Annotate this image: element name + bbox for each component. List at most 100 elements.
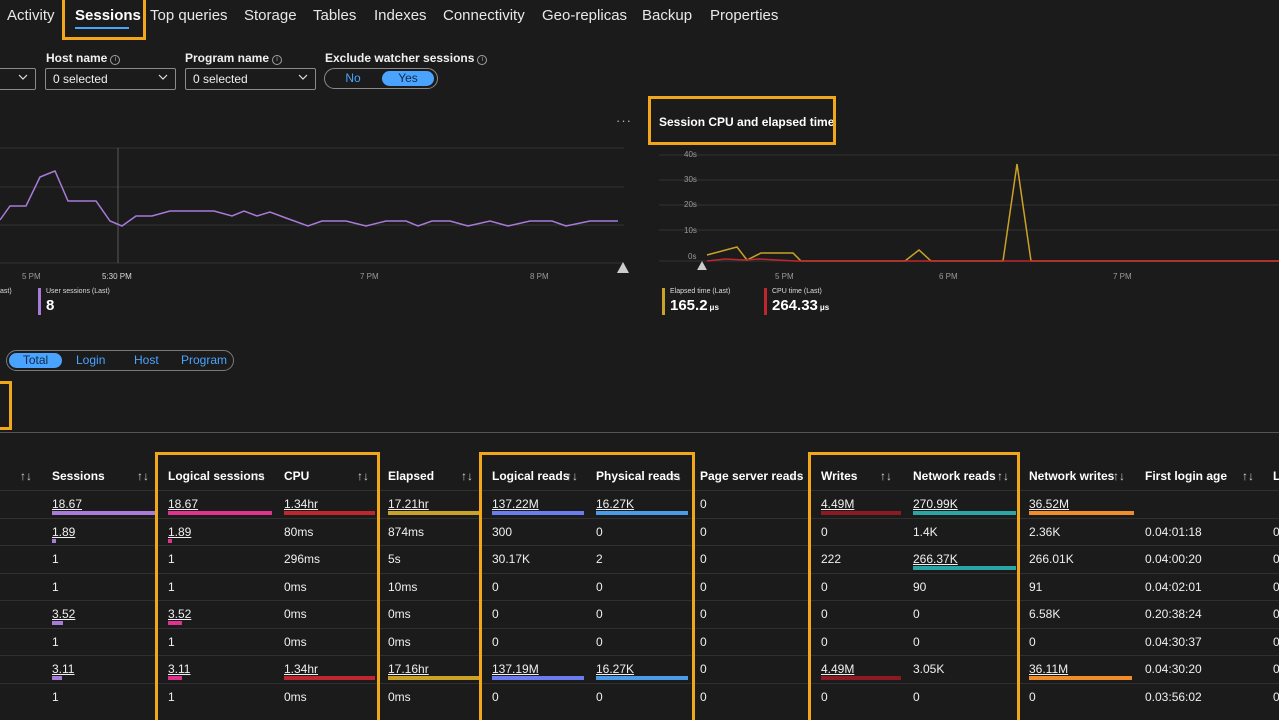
tab-tables[interactable]: Tables [313, 7, 357, 24]
table-cell-cpu: 1.34hr [284, 497, 319, 511]
sort-icon[interactable]: ↑↓ [880, 469, 892, 483]
info-icon[interactable]: i [272, 55, 283, 65]
program-name-value: 0 selected [193, 72, 248, 86]
exclude-watcher-toggle[interactable]: No Yes [324, 68, 438, 89]
table-cell-elapsed: 17.21hr [388, 497, 429, 511]
table-cell-cpu: 0ms [284, 689, 307, 704]
chart-gridlines [0, 147, 624, 264]
table-cell-network-writes: 2.36K [1029, 524, 1061, 539]
toggle-option-yes[interactable]: Yes [382, 71, 434, 86]
table-cell-logical-reads: 300 [492, 524, 513, 539]
elapsed-time-series [706, 163, 1279, 262]
range-slider-handle-icon[interactable] [617, 262, 629, 273]
column-header-physical-reads[interactable]: Physical reads [596, 469, 681, 483]
tab-top-queries[interactable]: Top queries [150, 7, 228, 24]
column-header-cpu[interactable]: CPU [284, 469, 310, 483]
usage-bar-elapsed [388, 676, 479, 680]
table-cell-elapsed: 10ms [388, 579, 418, 594]
more-options-icon[interactable]: ··· [616, 113, 632, 128]
sort-icon[interactable]: ↑↓ [137, 469, 149, 483]
column-header-first-login-age[interactable]: First login age [1145, 469, 1228, 483]
usage-bar-logical-sessions [168, 676, 182, 680]
info-icon[interactable]: i [477, 55, 488, 65]
chart-title: Session CPU and elapsed time [659, 115, 835, 129]
column-header-partial[interactable]: L [1273, 469, 1279, 483]
view-option-total[interactable]: Total [9, 353, 62, 368]
column-header-network-reads[interactable]: Network reads [913, 469, 996, 483]
tab-storage[interactable]: Storage [244, 7, 297, 24]
table-cell-first-login-age: 0.04:01:18 [1145, 524, 1202, 539]
tab-connectivity[interactable]: Connectivity [443, 7, 525, 24]
tab-geo-replicas[interactable]: Geo-replicas [542, 7, 628, 24]
column-header-writes[interactable]: Writes [821, 469, 858, 483]
x-tick-label: 5 PM [775, 272, 794, 281]
column-header-elapsed[interactable]: Elapsed [388, 469, 435, 483]
view-option-login[interactable]: Login [76, 353, 106, 367]
program-name-dropdown[interactable]: 0 selected [185, 68, 316, 90]
sort-icon[interactable]: ↑↓ [566, 469, 578, 483]
table-cell-sessions: 18.67 [52, 497, 83, 511]
sort-icon[interactable]: ↑↓ [997, 469, 1009, 483]
sort-icon[interactable]: ↑↓ [1113, 469, 1125, 483]
sort-icon[interactable]: ↑↓ [1242, 469, 1254, 483]
sort-icon[interactable]: ↑↓ [670, 469, 682, 483]
table-cell-logical-reads: 0 [492, 689, 499, 704]
user-sessions-series [0, 170, 618, 227]
table-cell-logical-sessions: 1 [168, 552, 175, 566]
usage-bar-logical-reads [492, 511, 584, 515]
table-cell-logical-reads: 30.17K [492, 552, 531, 566]
usage-bar-network-reads [913, 566, 1016, 570]
sort-icon[interactable]: ↑↓ [254, 469, 266, 483]
table-cell-elapsed: 0ms [388, 607, 411, 621]
info-icon[interactable]: i [110, 55, 121, 65]
chevron-down-icon [298, 74, 308, 80]
y-tick-label: 30s [684, 175, 697, 184]
sort-icon[interactable]: ↑↓ [20, 469, 32, 483]
tab-sessions[interactable]: Sessions [75, 7, 141, 24]
table-cell-sessions: 1 [52, 634, 59, 649]
usage-bar-writes [821, 511, 901, 515]
tab-properties[interactable]: Properties [710, 7, 779, 24]
host-name-dropdown[interactable]: 0 selected [45, 68, 176, 90]
column-header-sessions[interactable]: Sessions [52, 469, 105, 483]
filter-dropdown-partial[interactable] [0, 68, 36, 90]
table-cell-partial: 0 [1273, 634, 1279, 649]
chart-gridlines [659, 154, 1279, 262]
tab-indexes[interactable]: Indexes [374, 7, 427, 24]
section-divider [0, 432, 1279, 433]
usage-bar-logical-reads [492, 676, 584, 680]
table-cell-writes: 0 [821, 634, 828, 649]
table-cell-page-server-reads: 0 [700, 689, 707, 704]
table-cell-physical-reads: 0 [596, 634, 603, 649]
view-option-program[interactable]: Program [181, 353, 228, 367]
chevron-down-icon [158, 74, 168, 80]
table-cell-elapsed: 0ms [388, 689, 411, 704]
legend-unit: μs [709, 303, 719, 312]
table-cell-logical-sessions: 1 [168, 689, 175, 704]
sort-icon[interactable]: ↑↓ [357, 469, 369, 483]
column-header-logical-reads[interactable]: Logical reads [492, 469, 570, 483]
sort-icon[interactable]: ↑↓ [461, 469, 473, 483]
usage-bar-physical-reads [596, 676, 688, 680]
table-cell-first-login-age: 0.20:38:24 [1145, 607, 1202, 621]
range-slider-handle-icon[interactable] [696, 261, 708, 270]
sort-icon[interactable]: ↑↓ [790, 469, 802, 483]
column-header-network-writes[interactable]: Network writes [1029, 469, 1115, 483]
legend-color-swatch [764, 288, 767, 315]
view-toggle[interactable]: Total Login Host Program [6, 350, 234, 371]
table-cell-page-server-reads: 0 [700, 524, 707, 539]
column-header-logical-sessions[interactable]: Logical sessions [168, 469, 265, 483]
table-cell-physical-reads: 0 [596, 607, 603, 621]
view-option-host[interactable]: Host [134, 353, 159, 367]
host-name-label-text: Host name [46, 51, 108, 65]
tab-backup[interactable]: Backup [642, 7, 693, 24]
tab-activity[interactable]: Activity [7, 7, 55, 24]
table-cell-network-reads: 270.99K [913, 497, 958, 511]
toggle-option-no[interactable]: No [345, 71, 361, 85]
table-cell-partial: 0 [1273, 662, 1279, 676]
table-cell-logical-reads: 137.22M [492, 497, 539, 511]
column-header-page-server-reads[interactable]: Page server reads [700, 469, 804, 483]
table-cell-partial: 0 [1273, 689, 1279, 704]
table-cell-first-login-age: 0.04:02:01 [1145, 579, 1202, 594]
legend-value: 8 [46, 297, 55, 314]
